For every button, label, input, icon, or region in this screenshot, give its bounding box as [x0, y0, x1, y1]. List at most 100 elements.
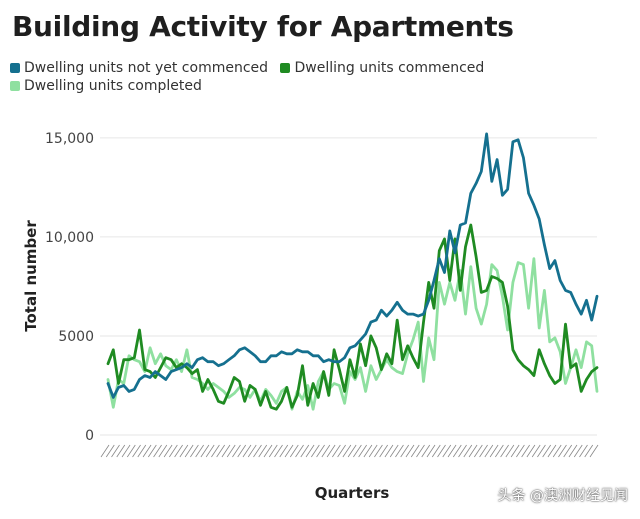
legend-label-completed: Dwelling units completed	[24, 78, 202, 94]
x-tick-mark	[216, 444, 226, 458]
x-tick-mark	[295, 444, 304, 458]
x-axis-label: Quarters	[315, 484, 390, 502]
x-tick-mark	[579, 444, 588, 458]
x-tick-mark	[332, 444, 341, 458]
x-tick-mark	[542, 444, 552, 458]
x-tick-mark	[416, 444, 425, 458]
x-tick-mark	[111, 444, 120, 458]
x-tick-mark	[489, 444, 499, 458]
legend-item-not-yet-commenced[interactable]: Dwelling units not yet commenced	[10, 60, 268, 76]
x-tick-mark	[258, 444, 268, 458]
x-tick-mark	[389, 444, 399, 458]
x-tick-mark	[395, 444, 404, 458]
x-tick-mark	[195, 444, 204, 458]
x-tick-mark	[558, 444, 567, 458]
x-tick-mark	[174, 444, 183, 458]
x-tick-mark	[452, 444, 462, 458]
x-tick-mark	[105, 444, 115, 458]
x-tick-mark	[126, 444, 136, 458]
x-tick-mark	[158, 444, 168, 458]
legend-swatch-not-yet-commenced	[10, 63, 20, 73]
x-tick-mark	[284, 444, 294, 458]
x-tick-mark	[316, 444, 325, 458]
x-tick-mark	[363, 444, 373, 458]
x-tick-mark	[137, 444, 147, 458]
x-tick-mark	[568, 444, 578, 458]
x-tick-mark	[353, 444, 362, 458]
x-tick-mark	[179, 444, 189, 458]
x-tick-mark	[431, 444, 441, 458]
x-tick-mark	[584, 444, 594, 458]
x-tick-mark	[337, 444, 346, 458]
x-tick-mark	[184, 444, 194, 458]
x-tick-mark	[321, 444, 331, 458]
x-tick-mark	[200, 444, 210, 458]
x-tick-mark	[589, 444, 599, 458]
x-tick-mark	[374, 444, 383, 458]
legend-label-not-yet-commenced: Dwelling units not yet commenced	[24, 60, 269, 76]
x-tick-mark	[521, 444, 530, 458]
legend-label-commenced: Dwelling units commenced	[294, 60, 485, 76]
x-tick-mark	[500, 444, 509, 458]
y-axis-label: Total number	[22, 220, 40, 332]
x-tick-mark	[347, 444, 357, 458]
x-tick-mark	[300, 444, 310, 458]
x-tick-mark	[279, 444, 289, 458]
x-tick-mark	[247, 444, 257, 458]
x-tick-mark	[163, 444, 173, 458]
series-line-not-yet-commenced	[106, 132, 599, 399]
x-tick-mark	[426, 444, 436, 458]
x-tick-mark	[132, 444, 141, 458]
x-tick-mark	[310, 444, 320, 458]
x-tick-mark	[468, 444, 478, 458]
y-tick-label: 10,000	[45, 230, 94, 246]
y-tick-label: 15,000	[45, 131, 94, 147]
legend-swatch-completed	[10, 81, 20, 91]
x-tick-mark	[263, 444, 273, 458]
legend: Dwelling units not yet commenced Dwellin…	[10, 60, 550, 96]
x-tick-mark	[121, 444, 131, 458]
x-tick-mark	[205, 444, 215, 458]
x-tick-mark	[268, 444, 278, 458]
x-tick-mark	[447, 444, 457, 458]
y-tick-label: 5000	[58, 329, 94, 345]
x-tick-mark	[410, 444, 420, 458]
x-tick-mark	[547, 444, 557, 458]
x-tick-mark	[253, 444, 262, 458]
x-tick-mark	[473, 444, 483, 458]
x-tick-mark	[190, 444, 199, 458]
series-line-completed	[106, 257, 599, 411]
x-tick-mark	[326, 444, 336, 458]
x-tick-mark	[368, 444, 378, 458]
watermark: 头条 @澳洲财经见闻	[497, 488, 628, 504]
x-tick-mark	[342, 444, 352, 458]
x-tick-mark	[526, 444, 536, 458]
x-tick-mark	[505, 444, 515, 458]
x-tick-mark	[211, 444, 220, 458]
x-tick-mark	[289, 444, 299, 458]
x-tick-mark	[463, 444, 473, 458]
x-tick-mark	[563, 444, 573, 458]
x-tick-mark	[537, 444, 546, 458]
x-tick-mark	[510, 444, 520, 458]
y-tick-label: 0	[85, 428, 94, 444]
series-line-commenced	[106, 223, 599, 411]
x-tick-mark	[169, 444, 178, 458]
x-tick-mark	[573, 444, 583, 458]
x-tick-mark	[379, 444, 389, 458]
x-tick-mark	[495, 444, 504, 458]
x-tick-mark	[484, 444, 494, 458]
x-tick-mark	[516, 444, 525, 458]
x-tick-mark	[147, 444, 157, 458]
x-tick-mark	[479, 444, 488, 458]
legend-item-completed[interactable]: Dwelling units completed	[10, 78, 202, 94]
x-tick-mark	[305, 444, 315, 458]
x-tick-mark	[442, 444, 452, 458]
x-tick-mark	[400, 444, 410, 458]
x-tick-mark	[232, 444, 241, 458]
x-tick-mark	[531, 444, 541, 458]
x-tick-mark	[405, 444, 415, 458]
legend-item-commenced[interactable]: Dwelling units commenced	[280, 60, 484, 76]
x-tick-mark	[552, 444, 562, 458]
